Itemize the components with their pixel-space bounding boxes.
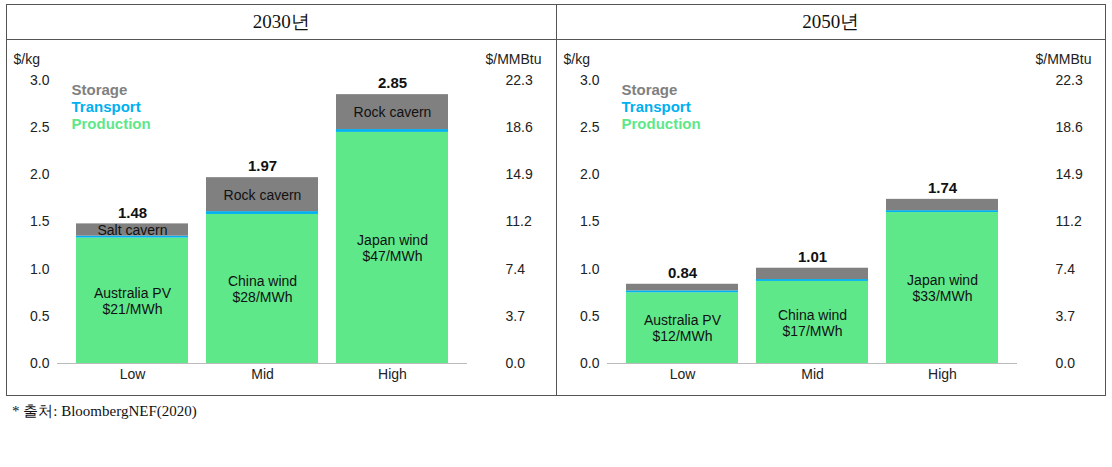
svg-text:Low: Low — [120, 366, 147, 382]
svg-text:22.3: 22.3 — [506, 72, 533, 88]
svg-text:11.2: 11.2 — [1055, 213, 1081, 229]
svg-text:Transport: Transport — [72, 98, 141, 115]
svg-text:22.3: 22.3 — [1055, 72, 1082, 88]
svg-text:Salt cavern: Salt cavern — [97, 222, 167, 238]
svg-text:0.5: 0.5 — [30, 308, 50, 324]
svg-text:Australia PV$12/MWh: Australia PV$12/MWh — [643, 312, 721, 344]
svg-text:7.4: 7.4 — [506, 261, 526, 277]
svg-text:0.84: 0.84 — [667, 264, 697, 281]
svg-text:Japan wind$47/MWh: Japan wind$47/MWh — [357, 232, 428, 264]
svg-text:7.4: 7.4 — [1055, 261, 1075, 277]
svg-text:1.5: 1.5 — [580, 213, 600, 229]
svg-text:Storage: Storage — [621, 81, 677, 98]
html-text:2030년: 2030년 — [252, 11, 310, 32]
svg-text:0.5: 0.5 — [580, 308, 600, 324]
svg-text:Japan wind$33/MWh: Japan wind$33/MWh — [907, 272, 978, 304]
svg-text:China wind$28/MWh: China wind$28/MWh — [228, 273, 297, 305]
svg-text:1.01: 1.01 — [797, 248, 826, 265]
svg-text:Australia PV$21/MWh: Australia PV$21/MWh — [94, 285, 172, 317]
svg-text:14.9: 14.9 — [1055, 166, 1082, 182]
svg-text:$/MMBtu: $/MMBtu — [486, 51, 542, 67]
svg-text:1.48: 1.48 — [118, 204, 147, 221]
svg-text:High: High — [378, 366, 407, 382]
svg-text:1.97: 1.97 — [248, 157, 277, 174]
svg-text:2.0: 2.0 — [30, 166, 50, 182]
html-text:2050년: 2050년 — [802, 11, 860, 32]
svg-text:$/MMBtu: $/MMBtu — [1035, 51, 1091, 67]
svg-text:0.0: 0.0 — [580, 355, 600, 371]
html-text:* 출처: BloombergNEF(2020): * 출처: BloombergNEF(2020) — [12, 403, 197, 419]
svg-text:0.0: 0.0 — [1055, 355, 1075, 371]
svg-text:18.6: 18.6 — [1055, 119, 1082, 135]
svg-text:1.0: 1.0 — [30, 261, 50, 277]
svg-text:0.0: 0.0 — [30, 355, 50, 371]
svg-text:1.74: 1.74 — [927, 179, 957, 196]
svg-text:2.5: 2.5 — [580, 119, 600, 135]
svg-text:18.6: 18.6 — [506, 119, 533, 135]
svg-text:$/kg: $/kg — [563, 51, 589, 67]
svg-text:Low: Low — [669, 366, 696, 382]
svg-text:Mid: Mid — [801, 366, 824, 382]
svg-text:11.2: 11.2 — [506, 213, 532, 229]
svg-text:Storage: Storage — [72, 81, 128, 98]
svg-text:$/kg: $/kg — [14, 51, 40, 67]
svg-text:0.0: 0.0 — [506, 355, 526, 371]
svg-text:Production: Production — [621, 115, 700, 132]
svg-text:Rock cavern: Rock cavern — [224, 187, 302, 203]
svg-text:Mid: Mid — [251, 366, 274, 382]
svg-text:Rock cavern: Rock cavern — [354, 104, 432, 120]
svg-text:3.7: 3.7 — [506, 308, 526, 324]
svg-text:3.0: 3.0 — [580, 72, 600, 88]
svg-text:2.85: 2.85 — [378, 74, 407, 91]
svg-text:2.5: 2.5 — [30, 119, 50, 135]
svg-text:3.7: 3.7 — [1055, 308, 1075, 324]
svg-text:14.9: 14.9 — [506, 166, 533, 182]
svg-text:Production: Production — [72, 115, 151, 132]
svg-text:1.0: 1.0 — [580, 261, 600, 277]
svg-text:2.0: 2.0 — [580, 166, 600, 182]
svg-text:3.0: 3.0 — [30, 72, 50, 88]
svg-text:China wind$17/MWh: China wind$17/MWh — [777, 307, 846, 339]
svg-text:High: High — [928, 366, 957, 382]
svg-text:1.5: 1.5 — [30, 213, 50, 229]
svg-text:Transport: Transport — [621, 98, 690, 115]
